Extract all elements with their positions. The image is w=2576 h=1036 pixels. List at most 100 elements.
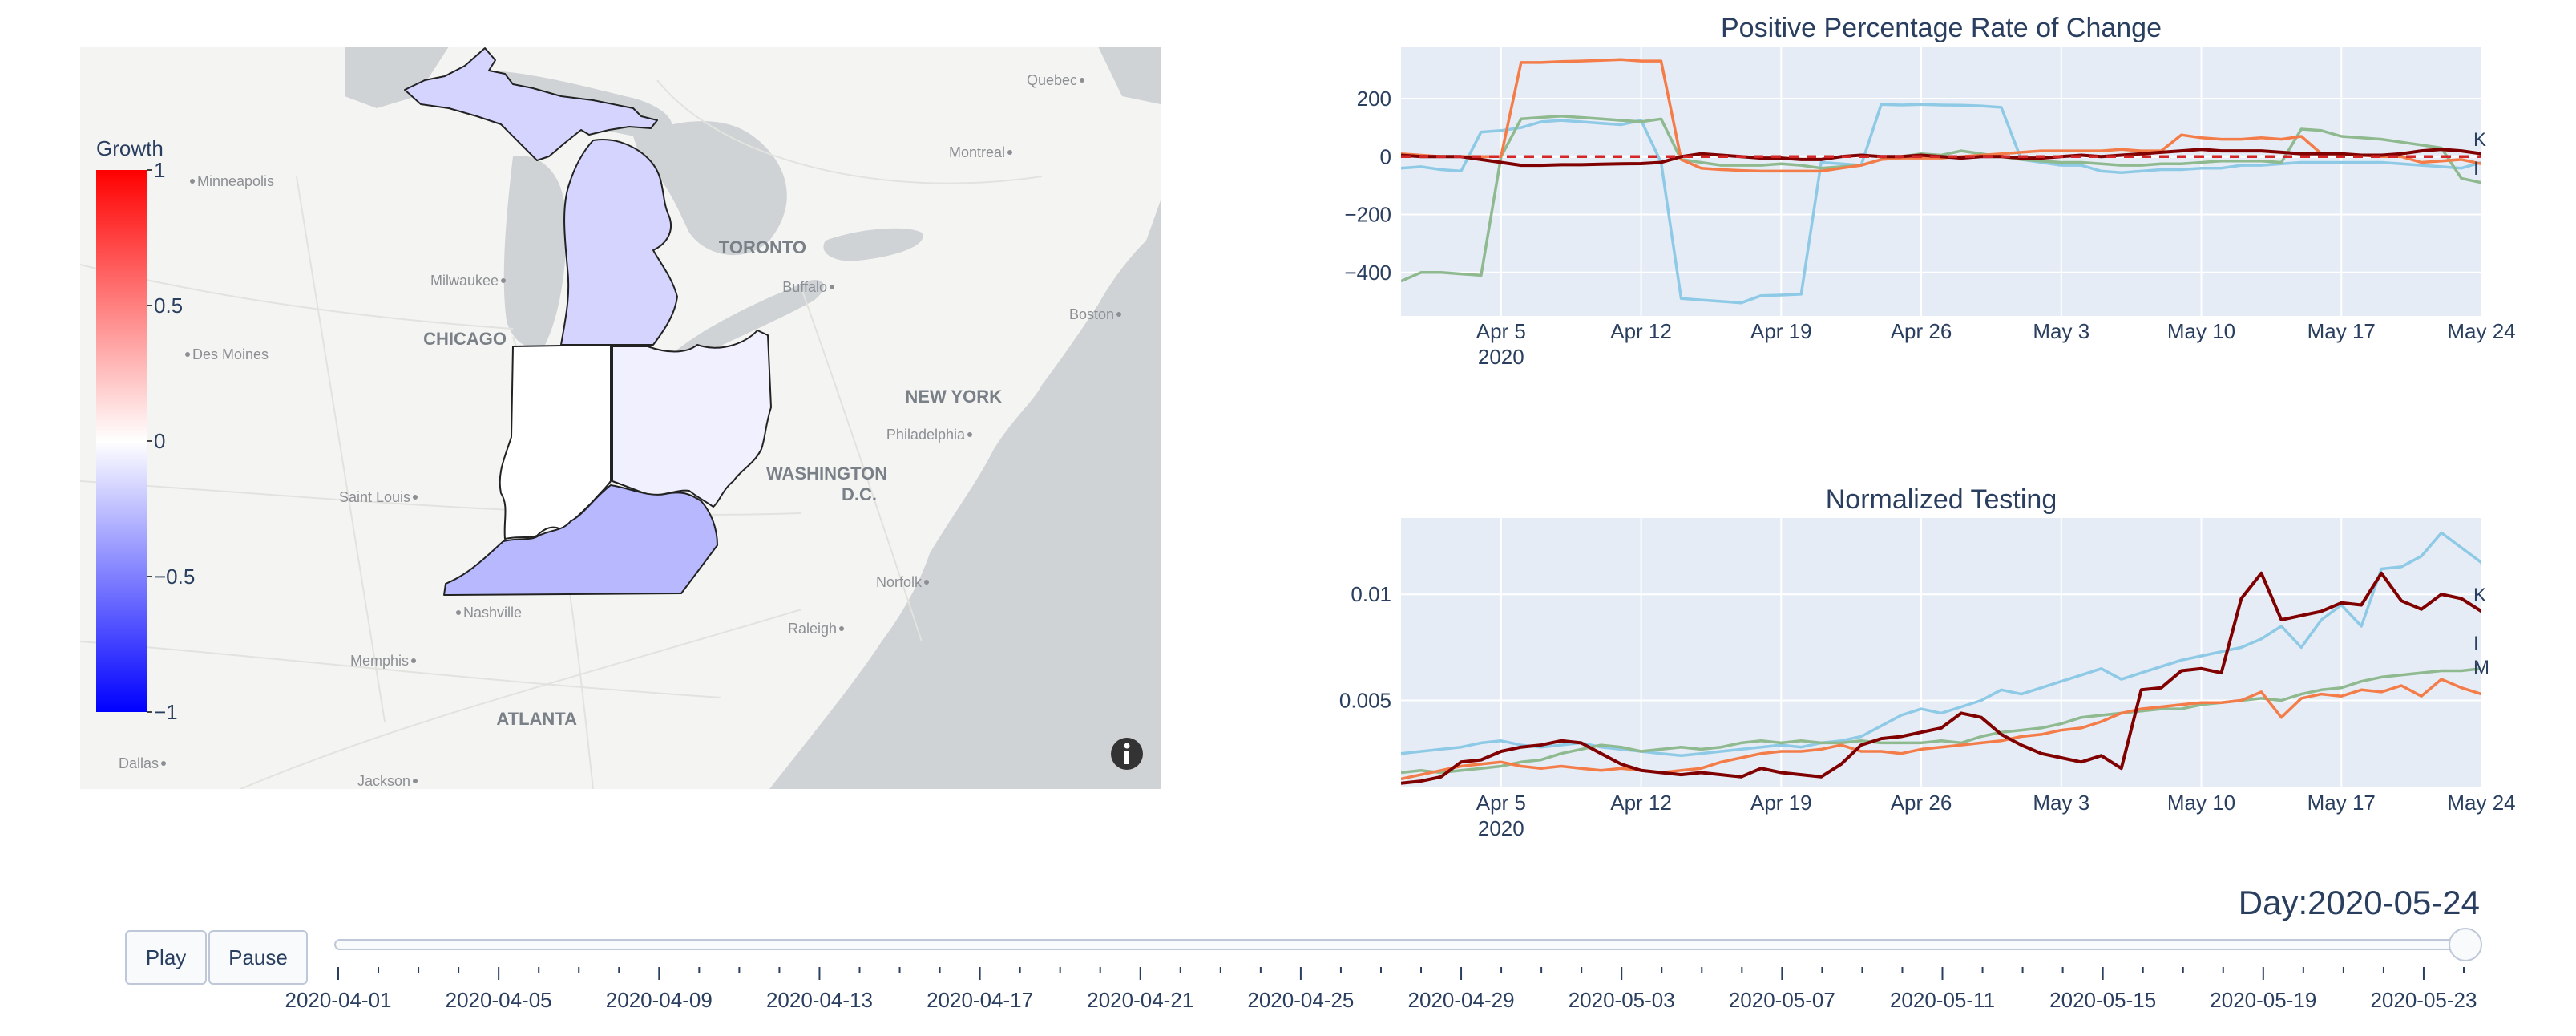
series-lines xyxy=(1401,531,2481,785)
series-line xyxy=(1401,678,2481,781)
series-lines xyxy=(1401,58,2481,305)
city-label: Buffalo xyxy=(782,279,827,295)
city-label: WASHINGTON xyxy=(766,463,887,484)
x-tick-label: May 10 xyxy=(2167,791,2235,815)
x-tick-label: Apr 26 xyxy=(1891,319,1952,343)
city-label: Norfolk xyxy=(876,574,923,590)
city-label: Jackson xyxy=(357,773,410,789)
michigan-lower-peninsula[interactable] xyxy=(560,139,678,346)
city-dot xyxy=(413,779,418,783)
lake-ontario xyxy=(823,228,923,261)
colorbar-title: Growth xyxy=(96,136,164,160)
slider-tick-label: 2020-04-29 xyxy=(1408,988,1515,1012)
normalized-testing-chart[interactable]: Normalized Testing 0.01 0.005 Apr 5 Apr 12… xyxy=(1339,484,2516,840)
time-slider[interactable]: Day:2020-05-24 2020-04-01 2020-04-05 2020-… xyxy=(285,884,2482,1012)
slider-tick-label: 2020-05-11 xyxy=(1890,988,1995,1012)
trace-end-label: K xyxy=(2473,129,2486,151)
city-dot xyxy=(967,432,972,437)
x-tick-label: Apr 5 xyxy=(1476,791,1526,815)
city-label: Des Moines xyxy=(192,346,269,362)
slider-tick-label: 2020-05-03 xyxy=(1569,988,1675,1012)
colorbar-ticks: 1 0.5 0 −0.5 −1 xyxy=(147,158,195,724)
x-tick-label: May 3 xyxy=(2033,791,2089,815)
slider-tick-label: 2020-04-09 xyxy=(606,988,713,1012)
trace-end-labels: KI xyxy=(2473,129,2486,180)
gridlines xyxy=(1401,518,2482,787)
slider-tick-label: 2020-05-07 xyxy=(1729,988,1835,1012)
y-tick-label: 0 xyxy=(1380,144,1391,168)
city-dot xyxy=(1007,150,1012,155)
state-shapes xyxy=(404,47,772,596)
x-tick-label: May 24 xyxy=(2447,791,2515,815)
lake-huron xyxy=(633,121,787,256)
city-dot xyxy=(161,761,166,766)
city-dot xyxy=(411,658,416,663)
series-line xyxy=(1401,571,2481,785)
city-dot xyxy=(1080,78,1084,83)
x-tick-label: Apr 5 xyxy=(1476,319,1526,343)
colorbar-tick-label: 0.5 xyxy=(154,293,183,318)
slider-rail[interactable] xyxy=(334,939,2466,950)
info-icon[interactable] xyxy=(1111,738,1143,770)
city-label: Minneapolis xyxy=(197,173,274,189)
city-dot xyxy=(830,285,834,289)
city-dot xyxy=(924,580,929,585)
kentucky[interactable] xyxy=(443,484,718,596)
city-label: Dallas xyxy=(119,755,159,771)
city-label: Quebec xyxy=(1027,72,1077,88)
colorbar-tick-label: −1 xyxy=(154,700,178,724)
x-tick-label: May 10 xyxy=(2167,319,2235,343)
y-tick-labels: 200 0 −200 −400 xyxy=(1344,87,1391,285)
city-label: Philadelphia xyxy=(886,427,966,443)
city-dot xyxy=(1116,312,1121,317)
lake-erie xyxy=(673,280,824,361)
play-button[interactable]: Play xyxy=(125,930,207,985)
northern-water xyxy=(345,47,449,108)
x-tick-label: May 17 xyxy=(2307,791,2376,815)
trace-end-label: I xyxy=(2473,158,2479,180)
city-label: Memphis xyxy=(350,653,409,669)
positive-rate-chart[interactable]: Positive Percentage Rate of Change 200 0 −… xyxy=(1344,13,2515,369)
choropleth-map[interactable]: Quebec Minneapolis Montreal Milwaukee TORONT… xyxy=(80,47,1161,789)
trace-end-label: K xyxy=(2473,585,2486,606)
colorbar-gradient xyxy=(96,170,147,712)
st-lawrence-water xyxy=(1098,47,1161,104)
x-tick-label: May 24 xyxy=(2447,319,2515,343)
y-tick-label: 0.01 xyxy=(1351,582,1391,606)
lake-michigan xyxy=(503,156,567,348)
slider-handle[interactable] xyxy=(2449,928,2482,961)
chart-title: Normalized Testing xyxy=(1826,484,2057,515)
trace-end-labels: K IM xyxy=(2473,585,2489,678)
chart-title: Positive Percentage Rate of Change xyxy=(1721,13,2162,43)
trace-end-label: M xyxy=(2473,657,2489,678)
michigan-upper-peninsula[interactable] xyxy=(404,47,658,161)
city-dot xyxy=(501,278,506,283)
slider-tick-label: 2020-04-25 xyxy=(1247,988,1354,1012)
city-dot xyxy=(456,610,461,615)
city-dot xyxy=(839,626,844,631)
x-tick-label: May 3 xyxy=(2033,319,2089,343)
x-tick-label: Apr 12 xyxy=(1610,791,1672,815)
city-label: CHICAGO xyxy=(423,329,507,349)
city-label: NEW YORK xyxy=(905,386,1002,407)
slider-tick-label: 2020-04-01 xyxy=(285,988,392,1012)
y-tick-label: −400 xyxy=(1344,261,1391,285)
city-label: Nashville xyxy=(463,605,522,621)
y-tick-label: 200 xyxy=(1357,87,1391,111)
colorbar-tick-label: 0 xyxy=(154,429,165,453)
city-label: Saint Louis xyxy=(339,489,410,505)
series-line xyxy=(1401,148,2481,168)
y-tick-label: −200 xyxy=(1344,203,1391,227)
city-dot xyxy=(185,352,190,357)
x-tick-label: May 17 xyxy=(2307,319,2376,343)
series-line xyxy=(1401,667,2481,775)
x-tick-labels: Apr 5 Apr 12 Apr 19 Apr 26 May 3 May 10 May 17… xyxy=(1476,319,2516,369)
slider-tick-label: 2020-05-19 xyxy=(2210,988,2316,1012)
x-tick-label: Apr 19 xyxy=(1750,319,1812,343)
x-year-label: 2020 xyxy=(1478,816,1524,840)
city-dot xyxy=(413,495,418,500)
city-label: Milwaukee xyxy=(430,273,499,289)
y-tick-labels: 0.01 0.005 xyxy=(1339,582,1391,712)
pause-button[interactable]: Pause xyxy=(208,930,308,985)
